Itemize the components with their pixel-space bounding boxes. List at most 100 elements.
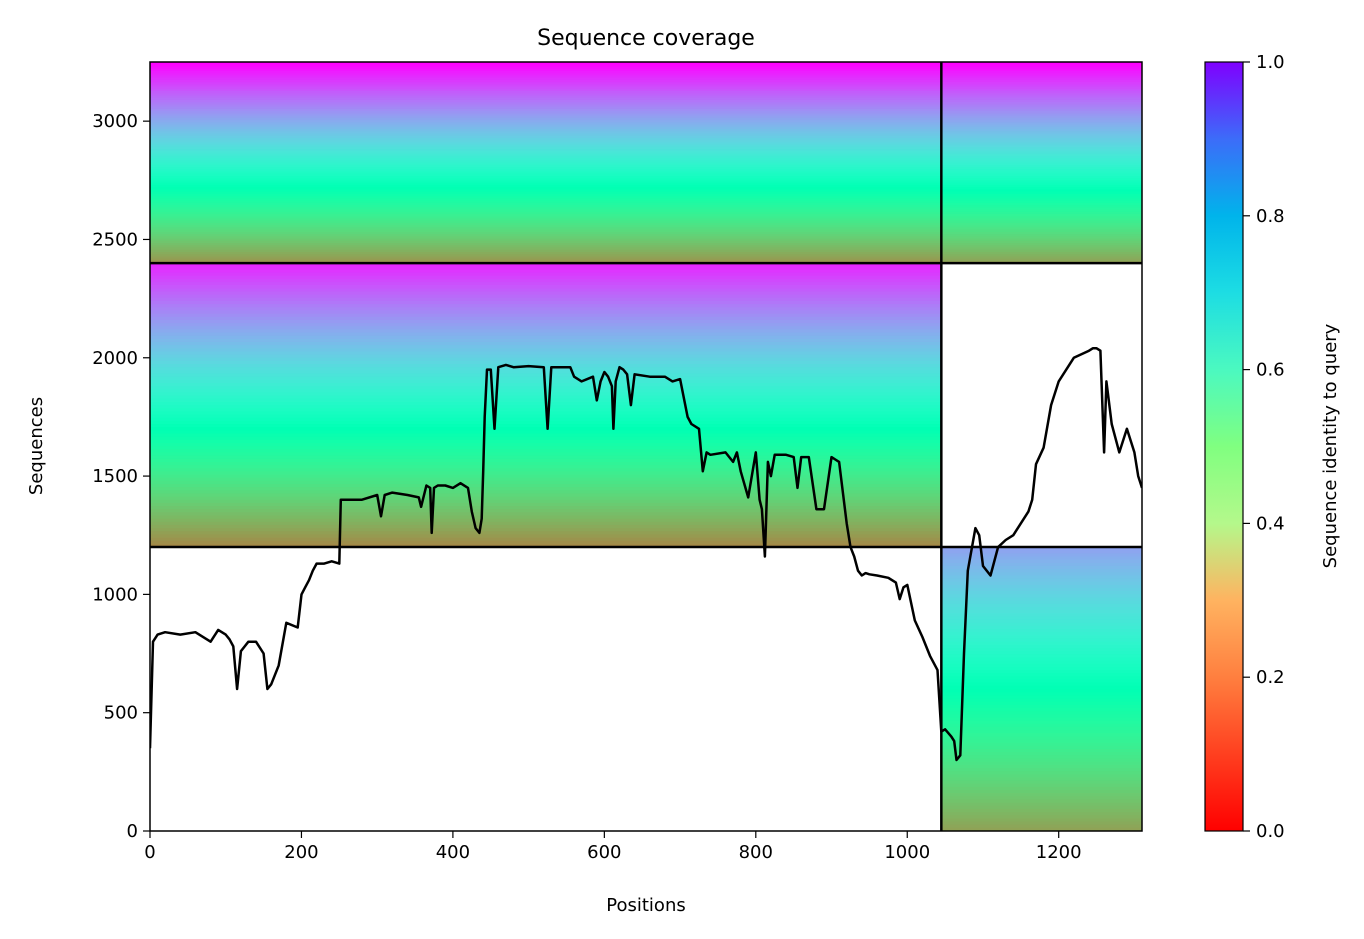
chart-title: Sequence coverage bbox=[537, 26, 755, 51]
identity-band bbox=[150, 297, 942, 302]
identity-band bbox=[941, 133, 1142, 137]
identity-band bbox=[150, 461, 942, 466]
identity-band bbox=[150, 351, 942, 356]
identity-band bbox=[150, 115, 942, 119]
identity-band bbox=[150, 220, 942, 224]
identity-band bbox=[941, 704, 1142, 709]
identity-band bbox=[941, 115, 1142, 119]
identity-band bbox=[150, 73, 942, 77]
identity-band bbox=[150, 269, 942, 274]
identity-band bbox=[150, 167, 942, 170]
identity-band bbox=[150, 158, 942, 161]
identity-band bbox=[150, 120, 942, 123]
identity-band bbox=[941, 758, 1142, 763]
identity-band bbox=[150, 249, 942, 253]
identity-band bbox=[150, 140, 942, 144]
identity-band bbox=[941, 632, 1142, 636]
identity-band bbox=[150, 198, 942, 202]
identity-band bbox=[150, 357, 942, 362]
identity-blocks bbox=[150, 62, 1142, 831]
identity-band bbox=[150, 316, 942, 321]
identity-band bbox=[941, 191, 1142, 195]
identity-band bbox=[150, 496, 942, 501]
identity-band bbox=[150, 367, 942, 371]
identity-band bbox=[941, 227, 1142, 231]
identity-band bbox=[150, 178, 942, 182]
x-tick-label: 400 bbox=[436, 842, 470, 863]
identity-band bbox=[150, 75, 942, 79]
identity-band bbox=[150, 474, 942, 479]
identity-band bbox=[941, 802, 1142, 807]
coverage-line bbox=[150, 347, 1142, 762]
identity-band bbox=[941, 685, 1142, 690]
identity-band bbox=[941, 193, 1142, 197]
identity-band bbox=[150, 216, 942, 220]
identity-band bbox=[150, 234, 942, 237]
identity-band bbox=[150, 534, 942, 539]
identity-band bbox=[941, 588, 1142, 592]
identity-band bbox=[150, 182, 942, 186]
identity-band bbox=[150, 439, 942, 444]
identity-band bbox=[150, 213, 942, 217]
y-tick-label: 2500 bbox=[92, 229, 138, 250]
identity-band bbox=[150, 329, 942, 334]
identity-band bbox=[150, 471, 942, 476]
identity-band bbox=[150, 126, 942, 130]
identity-band bbox=[941, 635, 1142, 640]
identity-band bbox=[150, 285, 942, 289]
identity-band bbox=[941, 657, 1142, 662]
identity-band bbox=[941, 207, 1142, 211]
identity-band bbox=[941, 644, 1142, 649]
identity-band bbox=[150, 446, 942, 450]
identity-band bbox=[150, 256, 942, 260]
identity-band bbox=[150, 300, 942, 305]
identity-band bbox=[150, 307, 942, 312]
identity-band bbox=[941, 786, 1142, 791]
identity-band bbox=[150, 512, 942, 517]
identity-band bbox=[150, 528, 942, 532]
identity-band bbox=[941, 216, 1142, 220]
identity-band bbox=[941, 625, 1142, 630]
identity-band bbox=[941, 93, 1142, 97]
identity-band bbox=[150, 86, 942, 90]
identity-band bbox=[150, 153, 942, 157]
colorbar-label: Sequence identity to query bbox=[1320, 323, 1341, 568]
identity-band bbox=[941, 764, 1142, 769]
identity-band bbox=[150, 509, 942, 513]
identity-band bbox=[941, 663, 1142, 668]
colorbar-tick-label: 0.4 bbox=[1256, 513, 1285, 534]
identity-band bbox=[941, 178, 1142, 182]
identity-band bbox=[150, 91, 942, 94]
identity-band bbox=[150, 424, 942, 428]
identity-band bbox=[941, 218, 1142, 222]
identity-band bbox=[941, 780, 1142, 785]
identity-band bbox=[941, 742, 1142, 747]
identity-band bbox=[941, 752, 1142, 756]
colorbar-tick-label: 0.8 bbox=[1256, 206, 1285, 227]
identity-band bbox=[150, 82, 942, 85]
identity-band bbox=[941, 584, 1142, 589]
identity-band bbox=[941, 717, 1142, 722]
identity-band bbox=[941, 220, 1142, 224]
identity-band bbox=[941, 572, 1142, 577]
identity-band bbox=[941, 102, 1142, 106]
identity-band bbox=[150, 258, 942, 262]
identity-band bbox=[150, 142, 942, 146]
colorbar-tick-label: 1.0 bbox=[1256, 52, 1285, 73]
identity-band bbox=[941, 108, 1142, 112]
identity-band bbox=[150, 144, 942, 148]
identity-band bbox=[150, 97, 942, 101]
identity-band bbox=[941, 600, 1142, 605]
identity-band bbox=[941, 209, 1142, 213]
identity-band bbox=[941, 692, 1142, 696]
y-axis-ticks: 0 500 1000 1500 2000 2500 3000 bbox=[92, 111, 150, 842]
identity-band bbox=[150, 338, 942, 343]
identity-band bbox=[941, 254, 1142, 258]
identity-band bbox=[150, 243, 942, 246]
identity-band bbox=[941, 726, 1142, 731]
identity-band bbox=[150, 326, 942, 330]
identity-band bbox=[941, 173, 1142, 177]
identity-band bbox=[941, 736, 1142, 741]
identity-band bbox=[941, 73, 1142, 77]
x-tick-label: 1200 bbox=[1036, 842, 1082, 863]
